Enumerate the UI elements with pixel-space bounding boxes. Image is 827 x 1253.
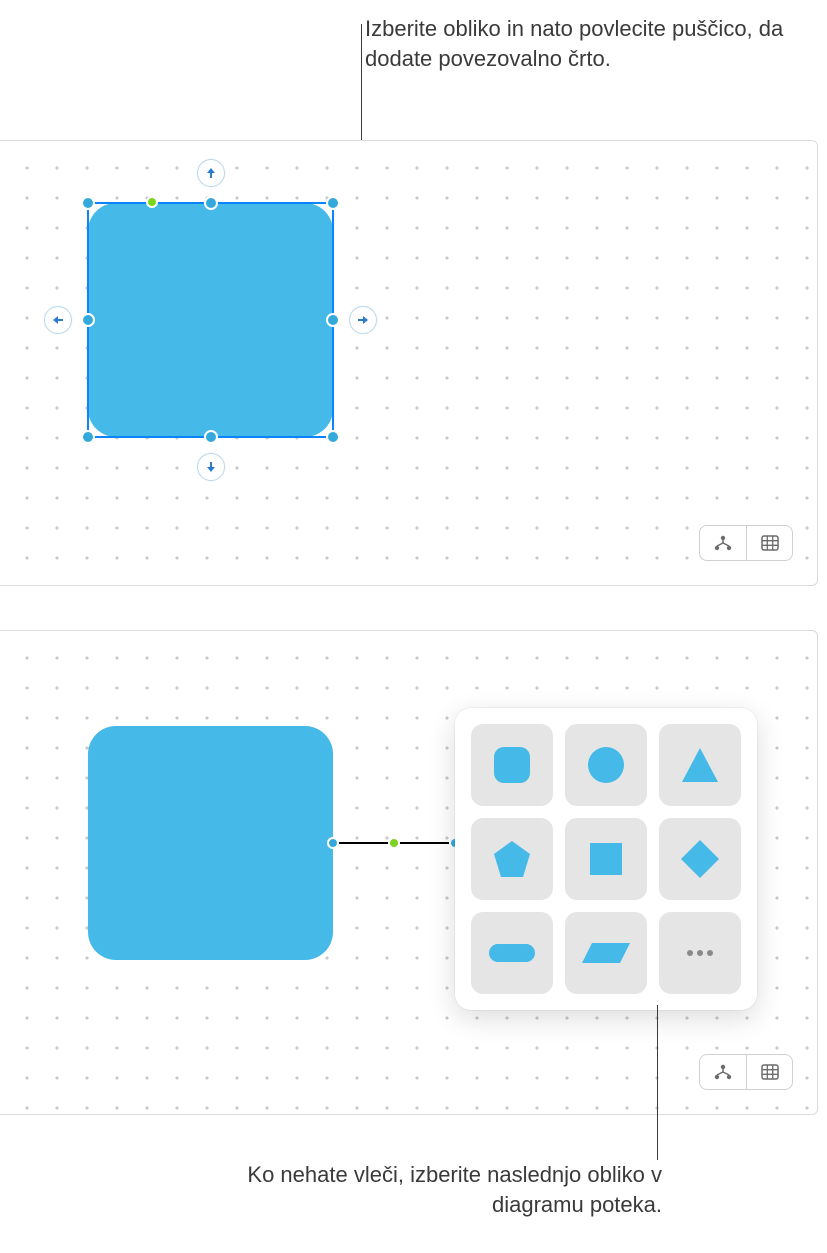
shape-option-square[interactable]	[565, 818, 647, 900]
grid-mode-button[interactable]	[746, 526, 792, 560]
connect-arrow-right[interactable]	[349, 306, 377, 334]
rotate-handle[interactable]	[146, 196, 158, 208]
shape-option-diamond[interactable]	[659, 818, 741, 900]
resize-handle-ne[interactable]	[326, 196, 340, 210]
shape-option-more[interactable]	[659, 912, 741, 994]
resize-handle-e[interactable]	[326, 313, 340, 327]
shape-picker-popover	[455, 708, 757, 1010]
shape-option-rounded-square[interactable]	[471, 724, 553, 806]
callout-bottom-line	[657, 1005, 658, 1160]
grid-mode-button[interactable]	[746, 1055, 792, 1089]
selection-outline	[87, 202, 334, 438]
grid-icon	[761, 1064, 779, 1080]
canvas-toolbar	[699, 1054, 793, 1090]
connect-arrow-up[interactable]	[197, 159, 225, 187]
diagram-mode-button[interactable]	[700, 526, 746, 560]
callout-bottom-text: Ko nehate vleči, izberite naslednjo obli…	[230, 1160, 662, 1219]
canvas-panel-2	[0, 630, 818, 1115]
connector-midpoint[interactable]	[388, 837, 400, 849]
grid-icon	[761, 535, 779, 551]
callout-bottom-label: Ko nehate vleči, izberite naslednjo obli…	[247, 1162, 662, 1217]
shape-option-parallelogram[interactable]	[565, 912, 647, 994]
shape-option-circle[interactable]	[565, 724, 647, 806]
resize-handle-nw[interactable]	[81, 196, 95, 210]
canvas-panel-1	[0, 140, 818, 586]
source-shape[interactable]	[88, 726, 333, 960]
shape-option-triangle[interactable]	[659, 724, 741, 806]
diagram-icon	[713, 1064, 733, 1080]
resize-handle-s[interactable]	[204, 430, 218, 444]
connector-endpoint-start[interactable]	[327, 837, 339, 849]
connect-arrow-left[interactable]	[44, 306, 72, 334]
canvas-toolbar	[699, 525, 793, 561]
shape-option-pentagon[interactable]	[471, 818, 553, 900]
resize-handle-sw[interactable]	[81, 430, 95, 444]
resize-handle-w[interactable]	[81, 313, 95, 327]
diagram-mode-button[interactable]	[700, 1055, 746, 1089]
resize-handle-se[interactable]	[326, 430, 340, 444]
diagram-icon	[713, 535, 733, 551]
shape-option-pill[interactable]	[471, 912, 553, 994]
resize-handle-n[interactable]	[204, 196, 218, 210]
callout-top-label: Izberite obliko in nato povlecite puščic…	[365, 16, 783, 71]
connect-arrow-down[interactable]	[197, 453, 225, 481]
callout-top-text: Izberite obliko in nato povlecite puščic…	[365, 14, 785, 73]
